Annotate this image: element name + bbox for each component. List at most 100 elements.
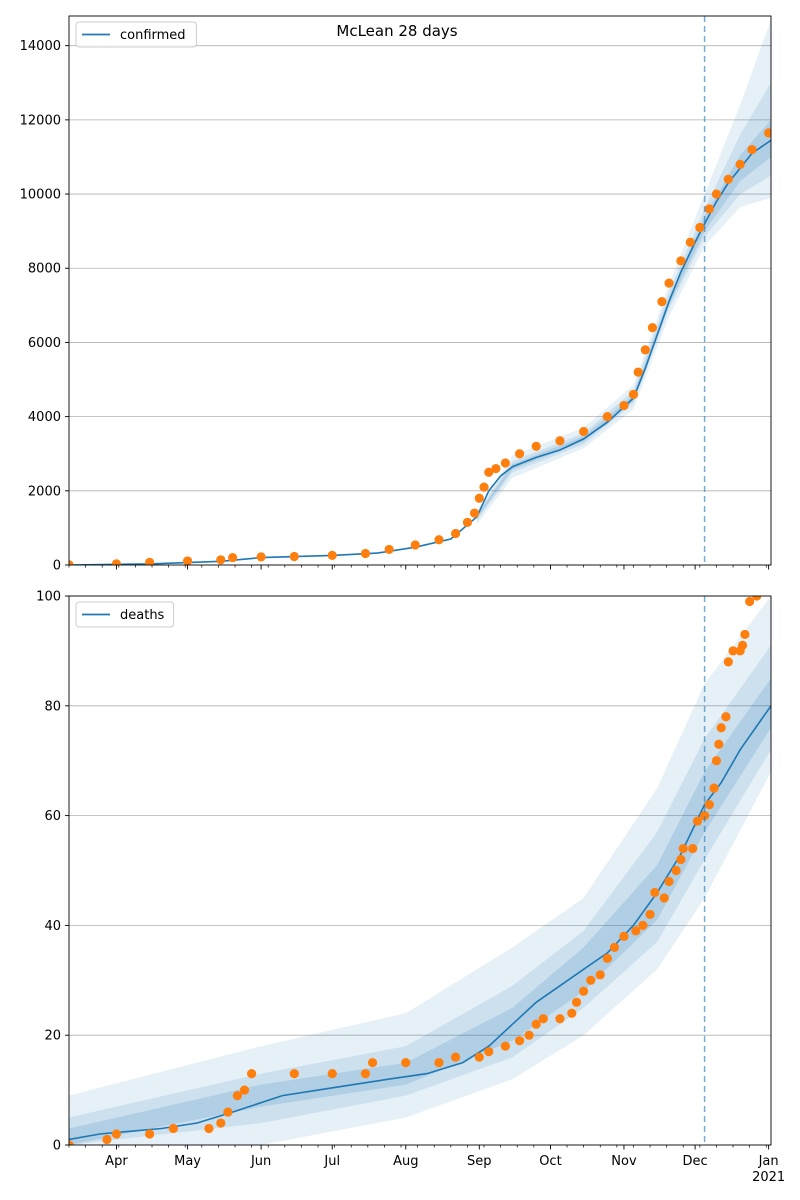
observed-point bbox=[619, 931, 629, 941]
uncertainty-band-inner bbox=[476, 119, 771, 519]
observed-point bbox=[735, 159, 745, 169]
legend-box bbox=[75, 601, 175, 628]
observed-point bbox=[239, 1085, 250, 1095]
y-tick-label: 40 bbox=[44, 919, 61, 934]
observed-point bbox=[567, 1008, 577, 1018]
observed-point bbox=[688, 843, 698, 854]
y-tick-label: 0 bbox=[53, 1139, 61, 1154]
observed-point bbox=[602, 953, 612, 963]
observed-point bbox=[360, 548, 371, 559]
observed-point bbox=[602, 412, 612, 422]
x-tick-label: Jun bbox=[250, 1154, 271, 1169]
observed-point bbox=[628, 389, 639, 399]
observed-point bbox=[204, 1123, 214, 1134]
observed-point bbox=[716, 723, 726, 733]
observed-point bbox=[450, 528, 461, 539]
y-tick-label: 80 bbox=[44, 699, 61, 714]
x-tick-sublabel: 2021 bbox=[752, 1170, 785, 1185]
observed-point bbox=[631, 926, 641, 936]
observed-point bbox=[676, 256, 686, 266]
observed-point bbox=[401, 1058, 411, 1068]
observed-point bbox=[500, 1041, 510, 1051]
observed-point bbox=[515, 1036, 525, 1046]
observed-point bbox=[659, 893, 669, 903]
x-tick-label: Oct bbox=[539, 1154, 561, 1169]
observed-point bbox=[102, 1134, 112, 1145]
legend-box bbox=[75, 21, 197, 48]
observed-point bbox=[699, 811, 710, 821]
observed-point bbox=[469, 508, 480, 518]
observed-point bbox=[752, 596, 762, 601]
observed-point bbox=[723, 174, 733, 184]
figure-title: McLean 28 days bbox=[336, 22, 457, 40]
x-tick-label: Nov bbox=[611, 1154, 637, 1169]
observed-point bbox=[704, 800, 714, 810]
observed-point bbox=[145, 557, 155, 565]
observed-point bbox=[711, 189, 722, 199]
observed-point bbox=[289, 1069, 299, 1079]
y-tick-label: 0 bbox=[53, 559, 61, 574]
observed-point bbox=[538, 1014, 548, 1024]
observed-point bbox=[728, 646, 738, 656]
observed-point bbox=[586, 975, 596, 985]
observed-point bbox=[232, 1090, 242, 1101]
observed-point bbox=[111, 1129, 122, 1139]
observed-point bbox=[555, 1014, 565, 1024]
observed-point bbox=[579, 426, 589, 437]
uncertainty-band-middle bbox=[69, 645, 771, 1145]
observed-point bbox=[289, 551, 299, 562]
legend: deaths bbox=[75, 601, 175, 628]
y-tick-label: 10000 bbox=[20, 188, 61, 203]
observed-point bbox=[671, 865, 681, 876]
observed-point bbox=[609, 942, 620, 952]
x-tick-label: Apr bbox=[105, 1154, 128, 1169]
uncertainty-band-inner bbox=[69, 678, 771, 1145]
legend-label: deaths bbox=[120, 608, 165, 623]
observed-point bbox=[657, 297, 667, 307]
observed-point bbox=[434, 535, 444, 545]
uncertainty-band-middle bbox=[476, 82, 771, 521]
plot-area bbox=[69, 19, 771, 565]
y-tick-label: 14000 bbox=[20, 39, 61, 54]
y-tick-label: 12000 bbox=[20, 113, 61, 128]
observed-point bbox=[571, 997, 582, 1007]
observed-point bbox=[524, 1030, 534, 1040]
observed-point bbox=[737, 640, 748, 651]
plot-area bbox=[69, 596, 771, 1145]
y-tick-label: 20 bbox=[44, 1029, 61, 1044]
observed-point bbox=[711, 756, 722, 766]
deaths-panel: 0 20 40 60 80 100 Apr May Jun Jul Aug Sep Oct Nov Dec J… bbox=[36, 590, 785, 1186]
observed-point bbox=[484, 467, 494, 477]
x-tick-label: Dec bbox=[683, 1154, 708, 1169]
x-tick-label: Jan bbox=[758, 1154, 779, 1169]
legend: confirmed bbox=[75, 21, 197, 48]
observed-point bbox=[740, 629, 750, 640]
observed-point bbox=[216, 555, 226, 565]
observed-point bbox=[69, 1140, 74, 1145]
observed-point bbox=[531, 441, 541, 451]
uncertainty-band-outer bbox=[476, 19, 771, 525]
observed-point bbox=[384, 544, 394, 555]
observed-point bbox=[410, 540, 420, 550]
uncertainty-band-outer bbox=[69, 596, 771, 1145]
observed-point bbox=[145, 1129, 155, 1139]
observed-point bbox=[709, 783, 719, 793]
observed-point bbox=[450, 1052, 461, 1062]
observed-point bbox=[228, 552, 238, 563]
confirmed-panel: 0 2000 4000 6000 8000 10000 12000 14000 confirme… bbox=[20, 15, 772, 574]
y-tick-label: 4000 bbox=[28, 410, 61, 425]
observed-point bbox=[216, 1118, 226, 1128]
observed-point bbox=[595, 970, 605, 980]
y-tick-label: 6000 bbox=[28, 336, 61, 351]
observed-point bbox=[462, 517, 473, 527]
observed-point bbox=[111, 559, 122, 565]
observed-point bbox=[484, 1047, 494, 1057]
observed-point bbox=[327, 550, 337, 560]
observed-point bbox=[678, 843, 688, 854]
observed-point bbox=[664, 876, 674, 887]
observed-point bbox=[723, 657, 733, 667]
observed-point bbox=[685, 237, 695, 247]
observed-point bbox=[695, 222, 705, 233]
model-median-line bbox=[69, 139, 771, 565]
